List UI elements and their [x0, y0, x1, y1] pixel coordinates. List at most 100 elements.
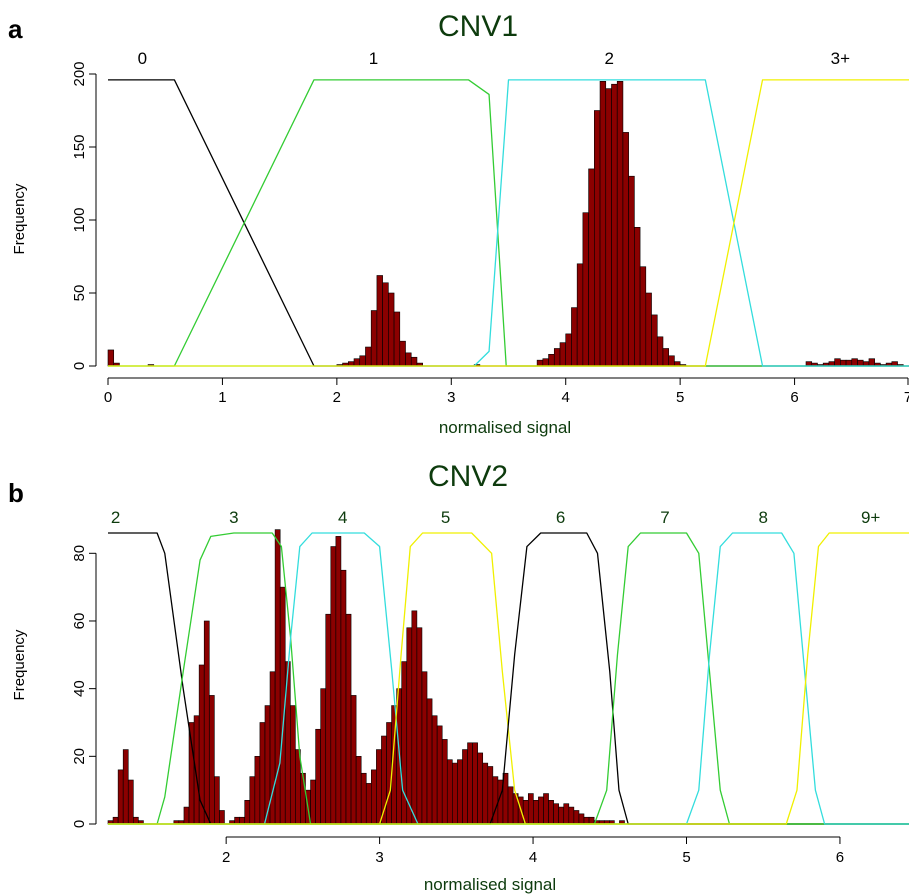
histogram-bar	[536, 359, 544, 367]
histogram-bar	[599, 81, 607, 367]
histogram-bar	[360, 772, 367, 825]
histogram-bar	[401, 661, 408, 825]
histogram-bar	[382, 282, 389, 367]
x-tick-label: 1	[218, 389, 226, 406]
histogram-bar	[868, 358, 875, 367]
histogram-bar	[393, 311, 401, 367]
histogram-bar	[249, 776, 256, 825]
histogram-bar	[295, 749, 301, 825]
histogram-bar	[594, 110, 601, 367]
histogram-bar	[359, 355, 366, 367]
state-label-6: 6	[556, 508, 565, 527]
histogram-bar	[112, 816, 119, 825]
histogram-bar	[538, 796, 544, 825]
panel-b-x-axis: 2 3 4 5 6	[222, 836, 844, 866]
y-tick-label: 40	[71, 680, 88, 697]
state-curve-1	[108, 79, 909, 367]
histogram-bar	[411, 610, 418, 825]
histogram-bar	[477, 752, 484, 825]
state-label-9plus: 9+	[861, 508, 880, 527]
histogram-bar	[376, 275, 383, 367]
histogram-bar	[457, 759, 463, 825]
panel-a-y-axis: 0 50 100 150 200	[71, 61, 97, 370]
histogram-bar	[353, 358, 361, 367]
panel-a-bars	[107, 81, 904, 367]
histogram-bar	[805, 361, 813, 367]
panel-b-y-axis: 0 20 40 60 80	[71, 545, 97, 828]
histogram-bar	[117, 769, 124, 825]
state-curve-3plus	[108, 79, 909, 367]
histogram-bar	[467, 742, 473, 825]
y-tick-label: 200	[71, 61, 88, 86]
histogram-bar	[578, 813, 585, 825]
histogram-bar	[365, 346, 372, 367]
histogram-bar	[851, 358, 858, 367]
panel-b-title: CNV2	[428, 460, 508, 493]
histogram-bar	[548, 354, 555, 367]
state-curve-5	[108, 532, 909, 825]
histogram-bar	[548, 800, 554, 825]
histogram-bar	[355, 756, 362, 825]
histogram-bar	[300, 772, 306, 825]
state-label-7: 7	[660, 508, 669, 527]
histogram-bar	[543, 793, 549, 825]
x-tick-label: 3	[375, 849, 383, 866]
histogram-bar	[645, 292, 652, 367]
histogram-bar	[651, 314, 658, 367]
histogram-bar	[315, 728, 321, 825]
histogram-bar	[452, 762, 458, 825]
histogram-bar	[330, 546, 337, 825]
histogram-bar	[542, 358, 549, 367]
histogram-bar	[365, 783, 372, 825]
histogram-bar	[350, 695, 357, 825]
histogram-bar	[583, 816, 590, 825]
histogram-bar	[611, 83, 618, 367]
panel-b: b CNV2 Frequency normalised signal 2 3 4 5 6…	[8, 460, 909, 894]
state-curve-4	[108, 532, 909, 825]
panel-b-xlabel: normalised signal	[424, 875, 556, 894]
histogram-bar	[345, 613, 352, 825]
y-tick-label: 20	[71, 748, 88, 765]
histogram-bar	[674, 361, 681, 367]
histogram-bar	[426, 698, 433, 825]
y-tick-label: 0	[71, 362, 88, 370]
panel-a-letter: a	[8, 14, 23, 44]
panel-a: a CNV1 Frequency normalised signal 0 1 2 3+…	[8, 10, 909, 437]
panel-b-curves	[108, 532, 909, 825]
histogram-bar	[482, 762, 489, 825]
x-tick-label: 2	[222, 849, 230, 866]
state-curve-7	[108, 532, 909, 825]
panel-a-state-labels: 0 1 2 3+	[138, 49, 851, 68]
x-tick-label: 6	[836, 849, 844, 866]
histogram-bar	[340, 569, 347, 825]
histogram-bar	[568, 806, 575, 825]
histogram-bar	[634, 227, 641, 367]
histogram-bar	[208, 695, 215, 825]
histogram-bar	[446, 759, 453, 825]
histogram-bar	[405, 352, 412, 367]
histogram-bar	[320, 688, 327, 825]
panel-b-state-labels: 2 3 4 5 6 7 8 9+	[111, 508, 880, 527]
histogram-bar	[431, 715, 438, 825]
x-tick-label: 4	[529, 849, 537, 866]
histogram-bar	[214, 776, 220, 825]
histogram-bar	[386, 722, 392, 825]
panel-a-x-axis: 0 1 2 3 4 5 6 7	[104, 377, 909, 406]
state-label-8: 8	[758, 508, 767, 527]
histogram-bar	[565, 333, 572, 367]
state-label-2: 2	[604, 49, 613, 68]
histogram-bar	[310, 779, 316, 825]
histogram-bar	[662, 348, 669, 367]
panel-a-ylabel: Frequency	[11, 183, 28, 254]
histogram-bar	[573, 810, 580, 825]
histogram-bar	[628, 175, 635, 367]
histogram-bar	[845, 359, 853, 367]
histogram-bar	[559, 342, 567, 367]
histogram-bar	[406, 627, 413, 825]
histogram-bar	[840, 359, 847, 367]
histogram-bar	[472, 742, 478, 825]
histogram-bar	[436, 725, 443, 825]
state-label-4: 4	[338, 508, 347, 527]
histogram-bar	[834, 358, 841, 367]
